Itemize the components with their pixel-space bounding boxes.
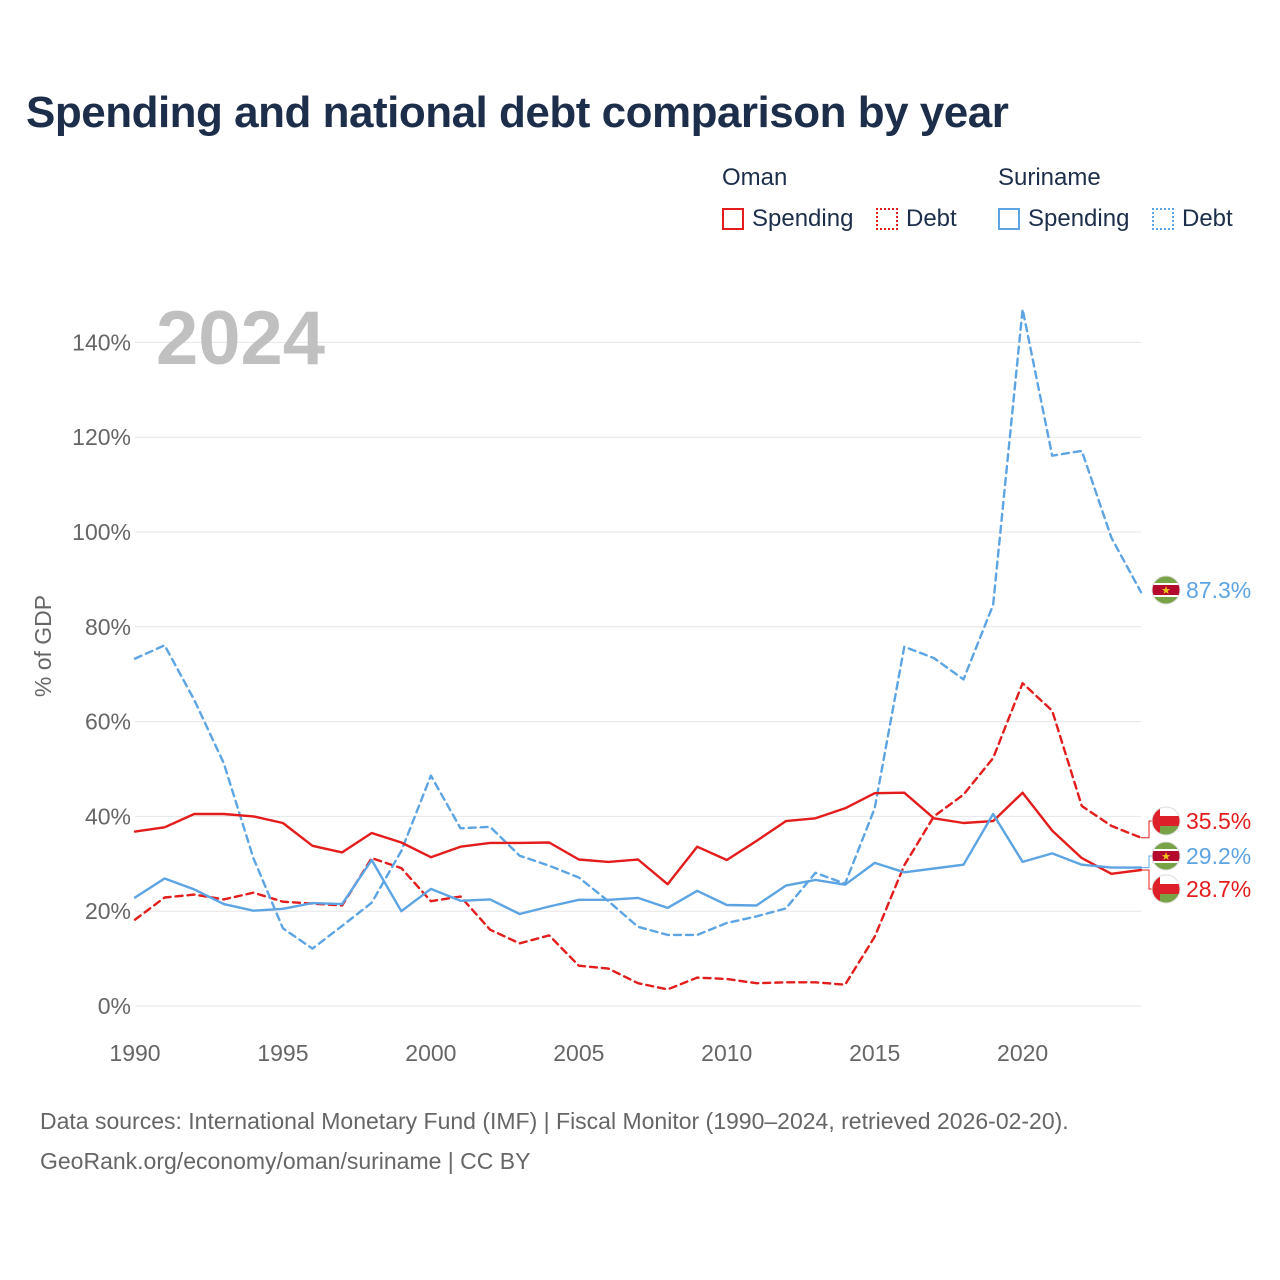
end-label-connector	[1141, 869, 1152, 890]
end-label-group: ★ 29.2%	[1141, 841, 1251, 871]
legend-item-suriname-debt[interactable]: Debt	[1152, 205, 1233, 233]
end-label-group: ★ 87.3%	[1151, 575, 1251, 605]
y-tick-label: 100%	[72, 519, 131, 545]
legend-swatch-solid-icon	[998, 208, 1020, 230]
flag-suriname-icon: ★	[1152, 842, 1180, 870]
x-tick-label: 2010	[701, 1040, 752, 1066]
legend-label: Spending	[1028, 205, 1130, 232]
legend-swatch-solid-icon	[722, 208, 744, 230]
end-label-connector	[1141, 820, 1152, 839]
y-tick-label: 140%	[72, 329, 131, 355]
y-tick-label: 60%	[85, 709, 131, 735]
legend-label: Debt	[1182, 205, 1233, 232]
legend-group-oman: Oman	[722, 164, 788, 191]
end-label-connector	[1141, 855, 1152, 869]
flag-suriname-icon: ★	[1152, 576, 1180, 604]
legend-swatch-dotted-icon	[876, 208, 898, 230]
x-tick-label: 2020	[997, 1040, 1048, 1066]
footer-sources: Data sources: International Monetary Fun…	[40, 1108, 1069, 1134]
legend-label: Spending	[752, 205, 854, 232]
x-tick-label: 2005	[553, 1040, 604, 1066]
line-chart: 0% 20% 40% 60% 80% 100% 120% 140% 1990 1995 2000 20…	[30, 296, 1251, 1066]
series-line-suriname-debt	[133, 308, 1143, 950]
legend-item-oman-spending[interactable]: Spending	[722, 205, 853, 233]
chart-title: Spending and national debt comparison by…	[26, 88, 1009, 137]
y-tick-label: 40%	[85, 803, 131, 829]
end-label-group: 35.5%	[1141, 806, 1251, 839]
legend-item-oman-debt[interactable]: Debt	[876, 205, 957, 233]
svg-text:★: ★	[1161, 585, 1171, 597]
x-tick-label: 1995	[257, 1040, 308, 1066]
legend-item-suriname-spending[interactable]: Spending	[998, 205, 1129, 233]
end-value-label: 29.2%	[1186, 843, 1251, 869]
legend-swatch-dotted-icon	[1152, 208, 1174, 230]
y-axis-label: % of GDP	[30, 595, 56, 697]
svg-text:★: ★	[1161, 851, 1171, 863]
series-line-oman-debt	[133, 682, 1143, 991]
y-tick-label: 80%	[85, 614, 131, 640]
x-tick-label: 2015	[849, 1040, 900, 1066]
end-label-group: 28.7%	[1141, 869, 1251, 904]
series-line-suriname-spending	[133, 812, 1143, 916]
legend-label: Debt	[906, 205, 957, 232]
series-line-oman-spending	[133, 791, 1143, 886]
flag-oman-icon	[1152, 807, 1180, 835]
end-value-label: 28.7%	[1186, 876, 1251, 902]
y-tick-label: 0%	[98, 993, 131, 1019]
end-value-label: 87.3%	[1186, 577, 1251, 603]
x-tick-label: 1990	[109, 1040, 160, 1066]
year-label: 2024	[156, 296, 325, 381]
end-value-label: 35.5%	[1186, 808, 1251, 834]
footer-credit: GeoRank.org/economy/oman/suriname | CC B…	[40, 1148, 531, 1174]
legend-group-suriname: Suriname	[998, 164, 1101, 191]
x-tick-label: 2000	[405, 1040, 456, 1066]
y-tick-label: 120%	[72, 424, 131, 450]
y-tick-label: 20%	[85, 898, 131, 924]
flag-oman-icon	[1152, 875, 1180, 903]
